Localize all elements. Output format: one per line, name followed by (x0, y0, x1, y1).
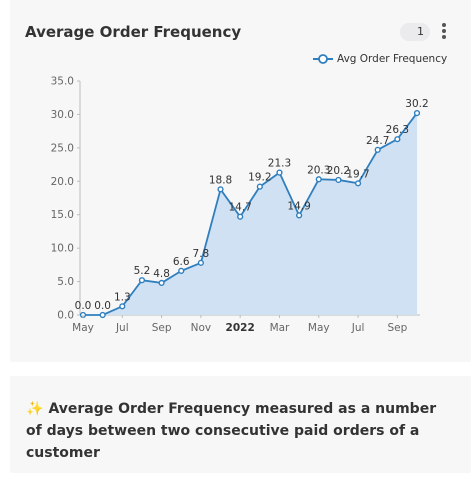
data-label: 21.3 (268, 158, 291, 170)
data-point (237, 213, 244, 220)
data-label: 18.8 (209, 174, 232, 186)
data-point (335, 176, 342, 184)
data-label: 14.9 (287, 200, 310, 212)
data-label: 1.3 (114, 291, 131, 303)
legend-line-marker-icon (313, 54, 333, 64)
series-line (83, 112, 418, 316)
data-point (158, 279, 165, 287)
note-text: Average Order Frequency measured as a nu… (26, 401, 437, 461)
sparkles-icon: ✨ (26, 401, 44, 417)
x-tick-label: Sep (152, 322, 172, 334)
data-label: 4.8 (153, 268, 170, 280)
x-tick-label: Sep (387, 322, 407, 334)
data-point (394, 136, 401, 143)
count-badge[interactable]: 1 (400, 23, 430, 41)
data-label: 30.2 (405, 98, 428, 110)
data-point (138, 277, 146, 284)
x-tick-label: Jul (115, 322, 129, 334)
data-point (197, 259, 204, 266)
data-label: 7.8 (193, 248, 210, 260)
y-tick-label: 35.0 (51, 76, 74, 88)
data-label: 0.0 (75, 300, 92, 312)
y-tick-label: 10.0 (51, 243, 74, 255)
x-tick-label: Mar (270, 322, 290, 334)
data-label: 20.2 (327, 165, 350, 177)
data-point (256, 183, 263, 190)
data-label: 14.7 (228, 202, 251, 214)
data-point (217, 186, 224, 193)
kebab-vertical-icon[interactable] (439, 22, 449, 42)
x-tick-label: 2022 (226, 322, 255, 334)
data-point (99, 311, 106, 319)
data-label: 24.7 (366, 135, 389, 147)
data-label: 5.2 (134, 265, 151, 277)
chart-title: Average Order Frequency (25, 23, 242, 41)
y-tick-label: 20.0 (51, 176, 74, 188)
data-point (276, 169, 283, 176)
x-tick-label: Nov (191, 322, 212, 334)
data-point (354, 180, 362, 187)
chart-card: Average Order Frequency 1 Avg Order Freq… (10, 0, 471, 362)
y-tick-label: 25.0 (51, 142, 74, 154)
note-card: ✨ Average Order Frequency measured as a n… (10, 376, 471, 473)
area-chart: 0.05.010.015.020.025.030.035.00.0 0.01.35… (51, 76, 429, 335)
data-label: 6.6 (173, 256, 190, 268)
x-tick-label: Jul (351, 322, 365, 334)
data-label: 19.7 (346, 168, 369, 180)
data-point (178, 267, 185, 274)
x-tick-label: May (308, 322, 330, 334)
data-point (374, 146, 381, 153)
data-label: 20.3 (307, 164, 330, 176)
data-point (413, 109, 421, 117)
x-tick-label: May (72, 322, 94, 334)
y-tick-label: 15.0 (51, 209, 74, 221)
data-label: 19.2 (248, 172, 271, 184)
note-text-block: ✨ Average Order Frequency measured as a n… (26, 398, 456, 464)
y-tick-label: 30.0 (51, 109, 74, 121)
data-point (119, 303, 126, 310)
y-tick-label: 0.0 (57, 310, 74, 322)
data-point (315, 176, 322, 183)
data-label: 26.3 (386, 124, 409, 136)
chart-legend[interactable]: Avg Order Frequency (313, 51, 447, 67)
data-point (296, 212, 303, 219)
y-tick-label: 5.0 (57, 276, 74, 288)
legend-label: Avg Order Frequency (337, 53, 448, 65)
series-area (83, 113, 417, 315)
data-label: 0.0 (94, 300, 111, 312)
